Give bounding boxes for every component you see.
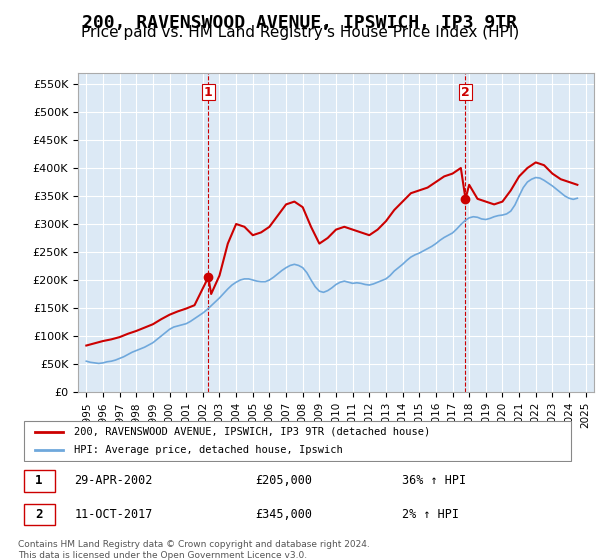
Text: 11-OCT-2017: 11-OCT-2017 (74, 508, 153, 521)
FancyBboxPatch shape (23, 421, 571, 461)
FancyBboxPatch shape (23, 504, 55, 525)
FancyBboxPatch shape (23, 470, 55, 492)
Text: 36% ↑ HPI: 36% ↑ HPI (401, 474, 466, 487)
Text: 1: 1 (204, 86, 213, 99)
Text: Price paid vs. HM Land Registry's House Price Index (HPI): Price paid vs. HM Land Registry's House … (81, 25, 519, 40)
Text: HPI: Average price, detached house, Ipswich: HPI: Average price, detached house, Ipsw… (74, 445, 343, 455)
Text: £345,000: £345,000 (255, 508, 312, 521)
Text: 1: 1 (35, 474, 43, 487)
Text: 200, RAVENSWOOD AVENUE, IPSWICH, IP3 9TR: 200, RAVENSWOOD AVENUE, IPSWICH, IP3 9TR (83, 14, 517, 32)
Text: Contains HM Land Registry data © Crown copyright and database right 2024.
This d: Contains HM Land Registry data © Crown c… (18, 540, 370, 560)
Text: 2: 2 (461, 86, 470, 99)
Text: 2: 2 (35, 508, 43, 521)
Text: 200, RAVENSWOOD AVENUE, IPSWICH, IP3 9TR (detached house): 200, RAVENSWOOD AVENUE, IPSWICH, IP3 9TR… (74, 427, 431, 437)
Text: 2% ↑ HPI: 2% ↑ HPI (401, 508, 458, 521)
Text: 29-APR-2002: 29-APR-2002 (74, 474, 153, 487)
Text: £205,000: £205,000 (255, 474, 312, 487)
